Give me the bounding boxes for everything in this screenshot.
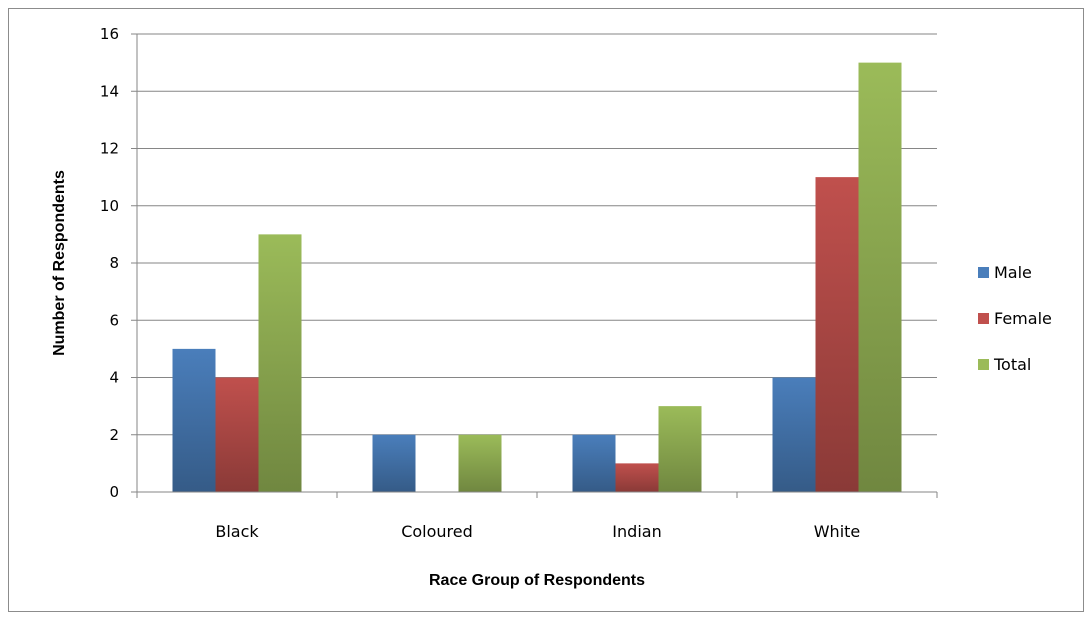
axes [136,34,938,498]
bars [172,62,902,492]
y-tick-label: 16 [100,25,119,43]
x-tick-label: White [814,522,861,541]
legend: Male Female Total [978,263,1052,374]
bar-male-black [172,348,216,492]
legend-label-female: Female [994,309,1052,328]
legend-label-male: Male [994,263,1032,282]
y-tick-label: 10 [100,197,119,215]
chart-frame [8,8,1084,612]
bar-male-coloured [372,434,416,492]
bar-total-white [858,62,902,492]
y-tick-label: 12 [100,140,119,158]
legend-label-total: Total [993,355,1031,374]
y-tick-label: 4 [109,369,119,387]
x-tick-label: Coloured [401,522,473,541]
x-tick-labels: Black Coloured Indian White [215,522,860,541]
y-tick-label: 0 [109,483,119,501]
y-tick-label: 2 [109,426,119,444]
legend-swatch-female [978,313,989,324]
bar-female-indian [615,463,659,492]
x-tick-label: Black [215,522,259,541]
y-tick-label: 8 [109,254,119,272]
bar-total-black [258,234,302,492]
y-tick-labels: 0 2 4 6 8 10 12 14 16 [100,25,119,501]
bar-total-coloured [458,434,502,492]
y-tick-label: 14 [100,82,119,100]
x-axis-title: Race Group of Respondents [429,572,645,589]
bar-male-white [772,377,816,492]
bar-total-indian [658,406,702,492]
bar-female-white [815,177,859,492]
legend-swatch-total [978,359,989,370]
y-axis-title: Number of Respondents [51,170,68,356]
x-tick-label: Indian [612,522,661,541]
y-tick-label: 6 [109,311,119,329]
bar-female-black [215,377,259,492]
legend-swatch-male [978,267,989,278]
bar-male-indian [572,434,616,492]
